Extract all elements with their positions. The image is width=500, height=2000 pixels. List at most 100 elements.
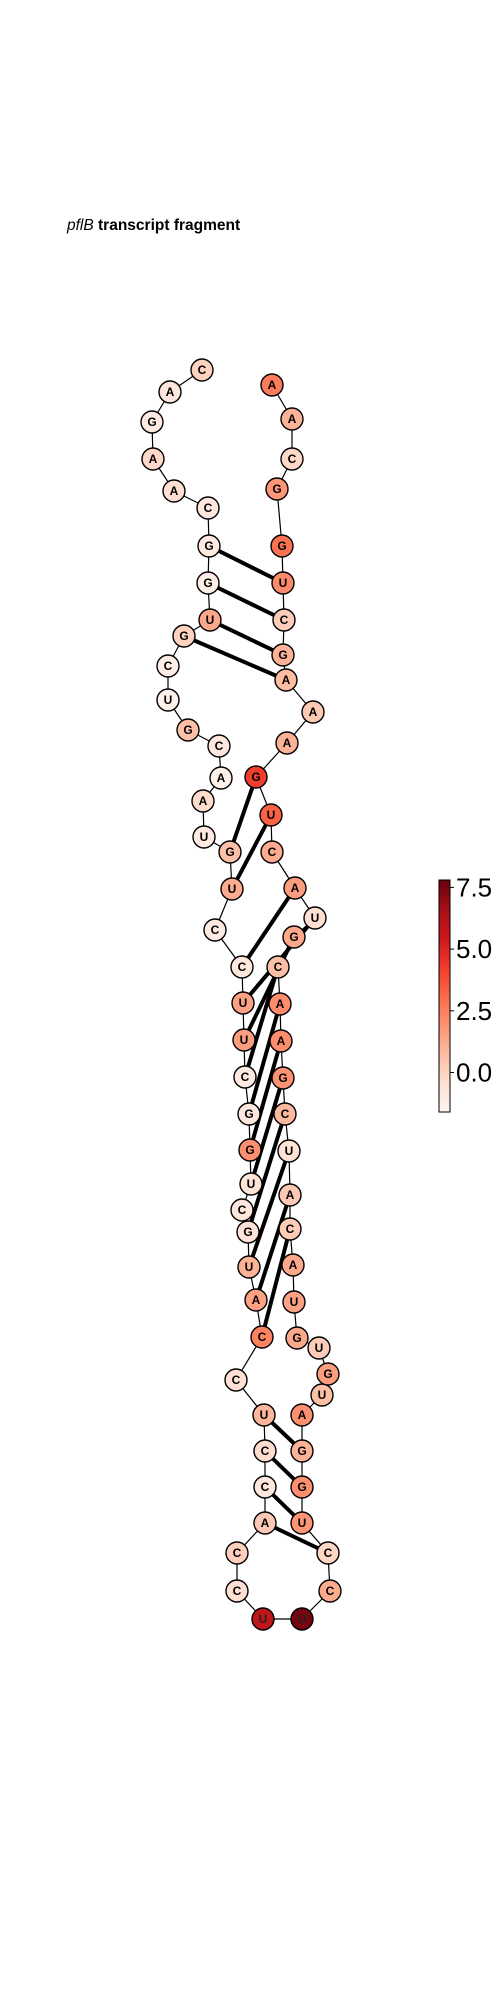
nucleotide-circle: [316, 1541, 340, 1565]
nucleotide-circle: [277, 1139, 301, 1163]
nucleotide-label: A: [149, 452, 158, 466]
nucleotide-circle: [259, 803, 283, 827]
nucleotide-circle: [278, 1217, 302, 1241]
base-pair-bond: [243, 966, 280, 1078]
nucleotide: G: [196, 571, 220, 595]
nucleotide: A: [158, 380, 182, 404]
nucleotide: C: [318, 1579, 342, 1603]
nucleotide-label: G: [179, 629, 188, 643]
nucleotide-label: U: [315, 1341, 324, 1355]
nucleotide-label: U: [318, 1388, 327, 1402]
nucleotide: C: [190, 358, 214, 382]
base-pair-bond: [240, 886, 297, 969]
nucleotide: G: [244, 765, 268, 789]
nucleotide-circle: [290, 1475, 314, 1499]
nucleotide: A: [260, 373, 284, 397]
nucleotide: A: [274, 668, 298, 692]
colorbar-tick-label: 5.0: [456, 934, 492, 964]
colorbar-ticks: 0.0 2.5 5.0 7.5: [450, 872, 492, 1088]
base-pair-bond: [242, 936, 296, 1041]
nucleotide-circle: [271, 571, 295, 595]
nucleotide-label: G: [292, 1331, 301, 1345]
nucleotide-label: C: [326, 1584, 335, 1598]
nucleotide-label: G: [147, 415, 156, 429]
nucleotide: U: [303, 906, 327, 930]
nucleotide-circle: [158, 380, 182, 404]
nucleotide-circle: [274, 668, 298, 692]
nucleotide-circle: [253, 1439, 277, 1463]
nucleotide-label: U: [240, 1033, 249, 1047]
figure-title: pflB transcript fragment: [67, 217, 240, 235]
base-pair-bond: [260, 1228, 292, 1338]
nucleotide-circle: [196, 496, 220, 520]
nucleotide: C: [278, 1217, 302, 1241]
base-pair-bond: [230, 814, 273, 890]
nucleotide-circle: [141, 447, 165, 471]
nucleotide: C: [233, 1065, 257, 1089]
nucleotide-label: G: [297, 1444, 306, 1458]
nucleotide-circle: [281, 1253, 305, 1277]
nucleotides: CAGAACGGUGCUGCAAUGUCCUUCGGUCGUACCUCCACCU…: [140, 358, 342, 1631]
colorbar-gradient: [438, 879, 451, 1113]
nucleotide: U: [277, 1139, 301, 1163]
nucleotide-circle: [252, 1403, 276, 1427]
nucleotide: G: [271, 1066, 295, 1090]
nucleotide: G: [176, 718, 200, 742]
nucleotide-label: C: [286, 1222, 295, 1236]
nucleotide: C: [280, 447, 304, 471]
nucleotide: U: [237, 1255, 261, 1279]
nucleotide: U: [252, 1403, 276, 1427]
nucleotide-circle: [275, 731, 299, 755]
nucleotide-label: C: [232, 1373, 241, 1387]
nucleotide-circle: [198, 608, 222, 632]
nucleotide-circle: [290, 1607, 314, 1631]
nucleotide: G: [290, 1439, 314, 1463]
nucleotide-label: C: [281, 1107, 290, 1121]
nucleotide-label: G: [204, 539, 213, 553]
nucleotide: A: [268, 992, 292, 1016]
nucleotide-label: A: [291, 881, 300, 895]
nucleotide-label: C: [288, 452, 297, 466]
nucleotide: A: [290, 1403, 314, 1427]
nucleotide-circle: [238, 1138, 262, 1162]
nucleotide-label: C: [198, 363, 207, 377]
nucleotide-circle: [162, 479, 186, 503]
nucleotide: U: [198, 608, 222, 632]
nucleotide-label: U: [164, 693, 173, 707]
nucleotide-circle: [260, 840, 284, 864]
nucleotide-circle: [272, 608, 296, 632]
nucleotide-label: A: [282, 673, 291, 687]
nucleotide-circle: [282, 1290, 306, 1314]
nucleotide: A: [191, 789, 215, 813]
nucleotide-label: C: [215, 739, 224, 753]
nucleotide: A: [278, 1183, 302, 1207]
nucleotide: A: [141, 447, 165, 471]
nucleotide: C: [273, 1102, 297, 1126]
nucleotide-label: C: [268, 845, 277, 859]
nucleotide-circle: [237, 1102, 261, 1126]
nucleotide: C: [196, 496, 220, 520]
nucleotide: U: [290, 1607, 314, 1631]
nucleotide-circle: [316, 1362, 340, 1386]
nucleotide-circle: [253, 1475, 277, 1499]
nucleotide: G: [197, 534, 221, 558]
nucleotide-label: A: [283, 736, 292, 750]
nucleotide-circle: [225, 1579, 249, 1603]
nucleotide-label: U: [290, 1295, 299, 1309]
nucleotide-label: U: [200, 830, 209, 844]
nucleotide: A: [209, 766, 233, 790]
nucleotide: G: [265, 477, 289, 501]
nucleotide-label: A: [166, 385, 175, 399]
nucleotide: U: [220, 877, 244, 901]
nucleotide-circle: [280, 407, 304, 431]
nucleotide-label: C: [238, 960, 247, 974]
nucleotide-circle: [270, 534, 294, 558]
nucleotide: C: [250, 1325, 274, 1349]
nucleotide: C: [224, 1368, 248, 1392]
nucleotide-label: U: [247, 1177, 256, 1191]
nucleotide: C: [316, 1541, 340, 1565]
nucleotide: G: [271, 643, 295, 667]
nucleotide-label: G: [243, 1225, 252, 1239]
colorbar-tick-label: 7.5: [456, 872, 492, 902]
